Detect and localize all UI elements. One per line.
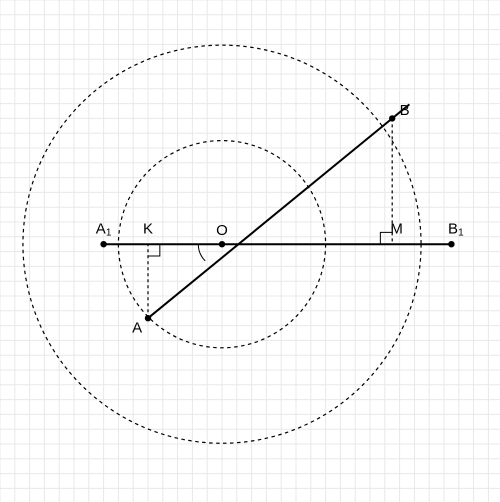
label-A1: A1 xyxy=(96,220,112,238)
point-O xyxy=(219,241,225,247)
angle-arc-O xyxy=(198,244,205,261)
label-K: K xyxy=(143,220,153,237)
grid xyxy=(0,0,500,502)
point-A1 xyxy=(100,241,106,247)
label-A: A xyxy=(132,320,142,337)
label-B: B xyxy=(400,102,410,119)
diagram-canvas: O A B A1 B1 K M xyxy=(0,0,500,502)
label-B1: B1 xyxy=(448,220,464,238)
label-M: M xyxy=(390,220,403,237)
label-O: O xyxy=(216,222,228,239)
label-A1-sub: 1 xyxy=(106,227,112,238)
label-B1-sub: 1 xyxy=(458,227,464,238)
right-angle-K xyxy=(148,244,160,256)
point-A xyxy=(145,315,151,321)
point-B1 xyxy=(448,241,454,247)
diagram-svg: O A B A1 B1 K M xyxy=(0,0,500,502)
point-B xyxy=(389,115,395,121)
